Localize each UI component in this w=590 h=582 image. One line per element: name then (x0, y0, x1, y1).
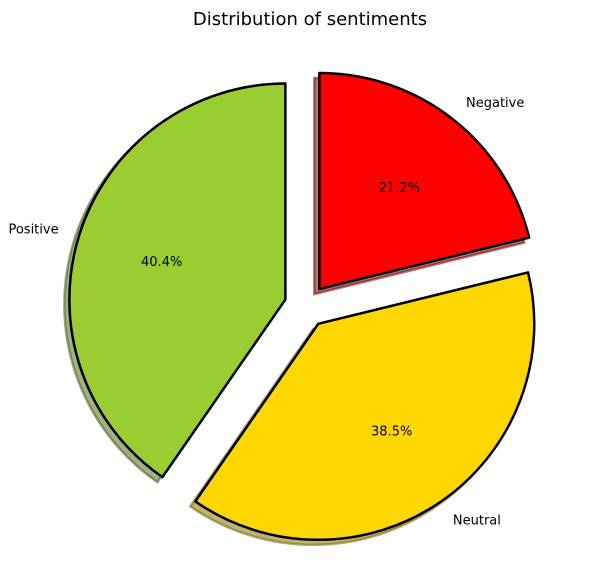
pie-labels: Positive 40.4% Neutral 38.5% Negative 21.2% (8, 96, 524, 528)
pie-slice-negative (318, 71, 531, 291)
slice-label-negative: Negative (466, 96, 524, 111)
slice-percent-neutral: 38.5% (371, 425, 412, 440)
pie-slices (68, 71, 536, 542)
chart-title: Distribution of sentiments (193, 9, 427, 30)
slice-percent-negative: 21.2% (379, 181, 420, 196)
pie-slice-neutral (194, 271, 536, 542)
slice-percent-positive: 40.4% (141, 255, 182, 270)
pie-slice-positive (68, 82, 287, 479)
slice-label-neutral: Neutral (453, 514, 501, 529)
slice-label-positive: Positive (8, 223, 58, 238)
